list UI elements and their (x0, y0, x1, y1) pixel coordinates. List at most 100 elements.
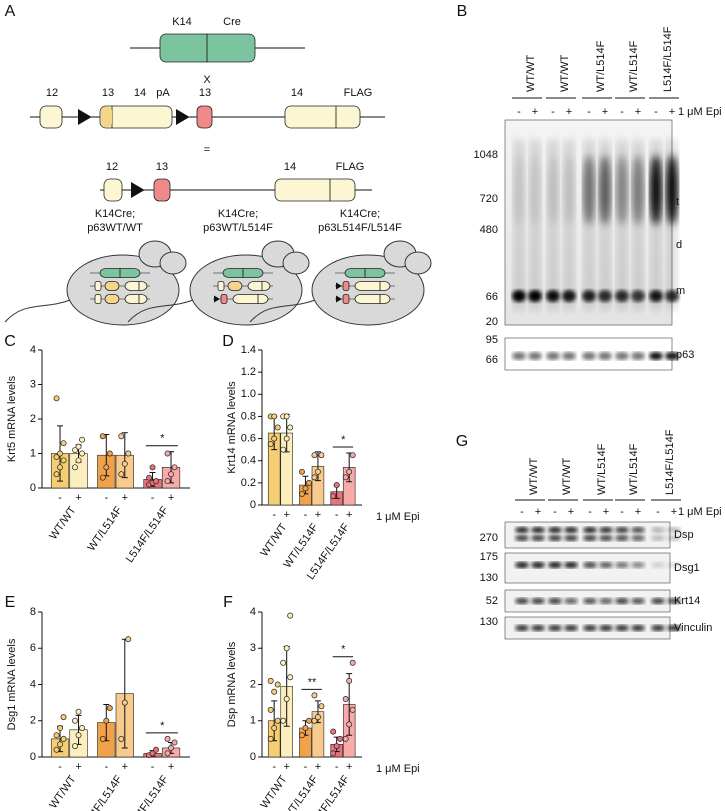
label: - (551, 106, 555, 118)
band (583, 155, 595, 225)
group-label: WT/L514F (86, 504, 125, 553)
group-label: WT/WT (258, 521, 289, 559)
loxp (336, 295, 342, 303)
band (547, 155, 559, 225)
data-point (287, 674, 294, 681)
data-point (60, 735, 67, 742)
band (583, 535, 597, 541)
data-point (283, 696, 290, 702)
y-tick-label: 6 (30, 642, 36, 654)
band (599, 527, 613, 533)
band (667, 535, 681, 541)
band (564, 527, 578, 533)
label: WT/L514F (628, 40, 640, 92)
label: + (568, 506, 574, 518)
band (512, 352, 526, 360)
data-point (153, 746, 159, 753)
label: + (671, 506, 677, 518)
label: 14 (284, 161, 296, 173)
label: 12 (106, 161, 118, 173)
band (564, 598, 578, 604)
data-point (342, 735, 349, 742)
y-tick-label: 4 (30, 344, 36, 356)
data-point (146, 474, 152, 481)
exon (104, 281, 120, 291)
label: + (168, 492, 174, 504)
data-point (314, 468, 321, 475)
band (667, 527, 681, 533)
label: 66 (486, 291, 498, 303)
exon (124, 281, 148, 291)
label: FLAG (344, 87, 373, 99)
blot (504, 521, 671, 549)
label: + (283, 509, 289, 521)
exon (354, 294, 391, 304)
data-point (75, 443, 82, 450)
data-point (121, 699, 128, 706)
label: 130 (480, 616, 498, 628)
loxp (176, 109, 190, 125)
label: C (4, 333, 16, 350)
y-axis-label: Dsp mRNA levels (226, 641, 238, 727)
label: p63 (676, 349, 694, 361)
data-point (346, 468, 353, 475)
label: - (104, 492, 108, 504)
exon (342, 294, 350, 304)
label: K14Cre; (95, 208, 135, 220)
data-point (342, 696, 349, 702)
label: + (122, 492, 128, 504)
exon (284, 105, 361, 129)
band (649, 290, 663, 302)
band (631, 625, 645, 631)
exon (159, 33, 256, 63)
band (651, 598, 665, 604)
mouse-ear (159, 251, 187, 275)
y-axis-label: Krt5 mRNA levels (6, 375, 18, 462)
label: WT/WT (525, 54, 537, 92)
label: t (676, 196, 679, 208)
band (599, 155, 611, 225)
data-point (72, 447, 78, 453)
exon (124, 294, 148, 304)
band (562, 290, 576, 302)
exon (99, 105, 173, 129)
band (564, 535, 578, 541)
band (616, 155, 628, 225)
band (563, 155, 575, 225)
data-point (283, 413, 290, 420)
data-point (330, 728, 337, 735)
band (548, 527, 562, 533)
data-point (271, 435, 278, 442)
data-point (330, 750, 337, 757)
loxp (78, 109, 92, 125)
data-point (283, 645, 290, 652)
data-point (168, 744, 174, 751)
data-point (118, 735, 125, 742)
data-point (99, 735, 106, 742)
significance: * (160, 720, 165, 732)
band (531, 535, 545, 541)
band (528, 290, 542, 302)
band (564, 562, 578, 568)
label: p63WT/WT (87, 222, 143, 234)
label: WT/WT (528, 457, 540, 495)
y-tick-label: 0.4 (241, 455, 256, 467)
band (615, 598, 629, 604)
band (632, 155, 644, 225)
data-point (57, 450, 63, 457)
label: Vinculin (674, 622, 712, 634)
label: - (587, 106, 591, 118)
data-point (118, 471, 125, 478)
label: Dsg1 (674, 562, 700, 574)
label: + (346, 761, 352, 773)
data-point (75, 457, 82, 464)
label: + (346, 509, 352, 521)
data-point (164, 750, 171, 757)
label: + (635, 506, 641, 518)
data-point (53, 732, 60, 739)
loxp (131, 182, 145, 198)
y-tick-label: 8 (30, 606, 36, 618)
label: - (272, 761, 276, 773)
data-point (274, 424, 281, 431)
